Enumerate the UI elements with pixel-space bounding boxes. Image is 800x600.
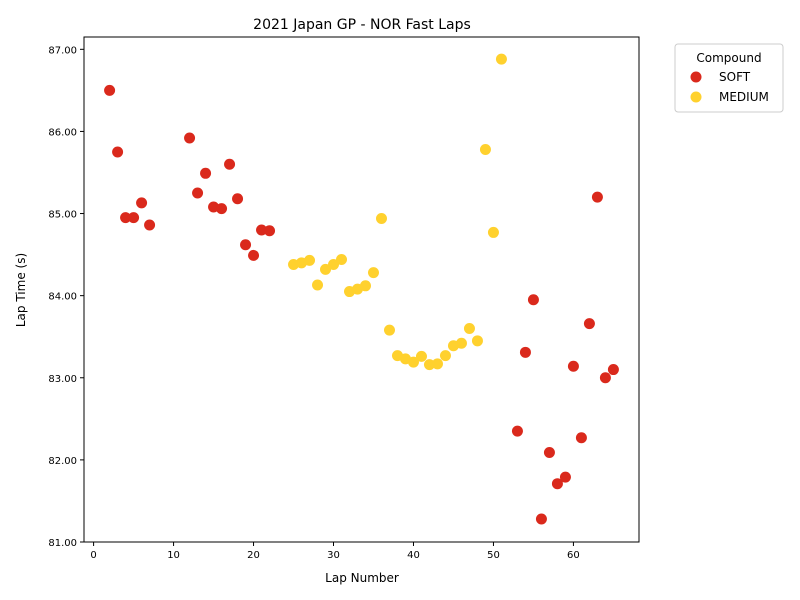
y-tick-label: 81.00 — [48, 538, 77, 549]
medium-legend-label: MEDIUM — [719, 90, 769, 104]
medium-lap-point — [367, 267, 379, 279]
soft-lap-point — [527, 294, 539, 306]
soft-lap-point — [240, 239, 252, 251]
soft-lap-point — [535, 513, 547, 525]
medium-legend-marker — [690, 91, 702, 103]
soft-lap-point — [264, 225, 276, 237]
medium-lap-point — [415, 350, 427, 362]
medium-lap-point — [359, 280, 371, 292]
soft-lap-point — [112, 146, 124, 158]
soft-lap-point — [607, 364, 619, 376]
y-tick-label: 87.00 — [48, 45, 77, 56]
soft-legend-marker — [690, 71, 702, 83]
medium-lap-point — [479, 143, 491, 155]
soft-lap-point — [256, 224, 268, 236]
medium-lap-point — [336, 254, 348, 266]
soft-lap-point — [224, 158, 236, 170]
data-points — [104, 53, 619, 525]
soft-lap-point — [232, 193, 244, 205]
medium-lap-point — [431, 358, 443, 370]
medium-lap-point — [455, 337, 467, 349]
legend-box — [674, 43, 784, 113]
soft-lap-point — [200, 167, 212, 179]
soft-lap-point — [567, 360, 579, 372]
medium-lap-point — [471, 335, 483, 347]
medium-lap-point — [304, 254, 316, 266]
x-axis-title: Lap Number — [325, 571, 399, 585]
legend-title: Compound — [696, 51, 761, 65]
soft-lap-point — [144, 219, 156, 231]
soft-lap-point — [192, 187, 204, 199]
y-axis-title: Lap Time (s) — [14, 253, 28, 327]
medium-lap-point — [383, 324, 395, 336]
medium-lap-point — [423, 359, 435, 371]
soft-lap-point — [120, 212, 132, 224]
x-tick-label: 30 — [327, 550, 340, 561]
medium-lap-point — [328, 258, 340, 270]
y-tick-label: 86.00 — [48, 127, 77, 138]
soft-lap-point — [551, 478, 563, 490]
soft-lap-point — [216, 203, 228, 215]
soft-lap-point — [104, 84, 116, 96]
x-tick-label: 40 — [407, 550, 420, 561]
medium-lap-point — [439, 350, 451, 362]
medium-lap-point — [463, 323, 475, 335]
soft-legend-label: SOFT — [719, 70, 751, 84]
legend: Compound SOFT MEDIUM — [674, 43, 784, 113]
y-tick-label: 83.00 — [48, 374, 77, 385]
plot-area-frame — [83, 36, 640, 543]
medium-lap-point — [495, 53, 507, 65]
medium-lap-point — [375, 212, 387, 224]
soft-lap-point — [136, 197, 148, 209]
y-tick-label: 85.00 — [48, 210, 77, 221]
medium-lap-point — [487, 226, 499, 238]
x-tick-label: 0 — [90, 550, 96, 561]
soft-lap-point — [559, 471, 571, 483]
y-tick-label: 84.00 — [48, 292, 77, 303]
soft-lap-point — [575, 432, 587, 444]
medium-lap-point — [320, 263, 332, 275]
y-tick-label: 82.00 — [48, 456, 77, 467]
chart-title: 2021 Japan GP - NOR Fast Laps — [253, 17, 471, 33]
x-tick-label: 50 — [487, 550, 500, 561]
medium-lap-point — [407, 356, 419, 368]
medium-lap-point — [312, 279, 324, 291]
soft-lap-point — [128, 212, 140, 224]
soft-lap-point — [583, 318, 595, 330]
y-axis: 81.00 82.00 83.00 84.00 85.00 86.00 87.00 — [48, 45, 84, 549]
soft-lap-point — [511, 425, 523, 437]
soft-lap-point — [519, 346, 531, 358]
soft-lap-point — [543, 446, 555, 458]
x-tick-label: 10 — [167, 550, 180, 561]
soft-lap-point — [184, 132, 196, 144]
soft-lap-point — [591, 191, 603, 203]
soft-lap-point — [599, 372, 611, 384]
soft-lap-point — [248, 249, 260, 261]
x-tick-label: 20 — [247, 550, 260, 561]
x-tick-label: 60 — [567, 550, 580, 561]
legend-items: SOFT MEDIUM — [690, 70, 769, 104]
x-axis: 0 10 20 30 40 50 60 — [90, 542, 580, 561]
